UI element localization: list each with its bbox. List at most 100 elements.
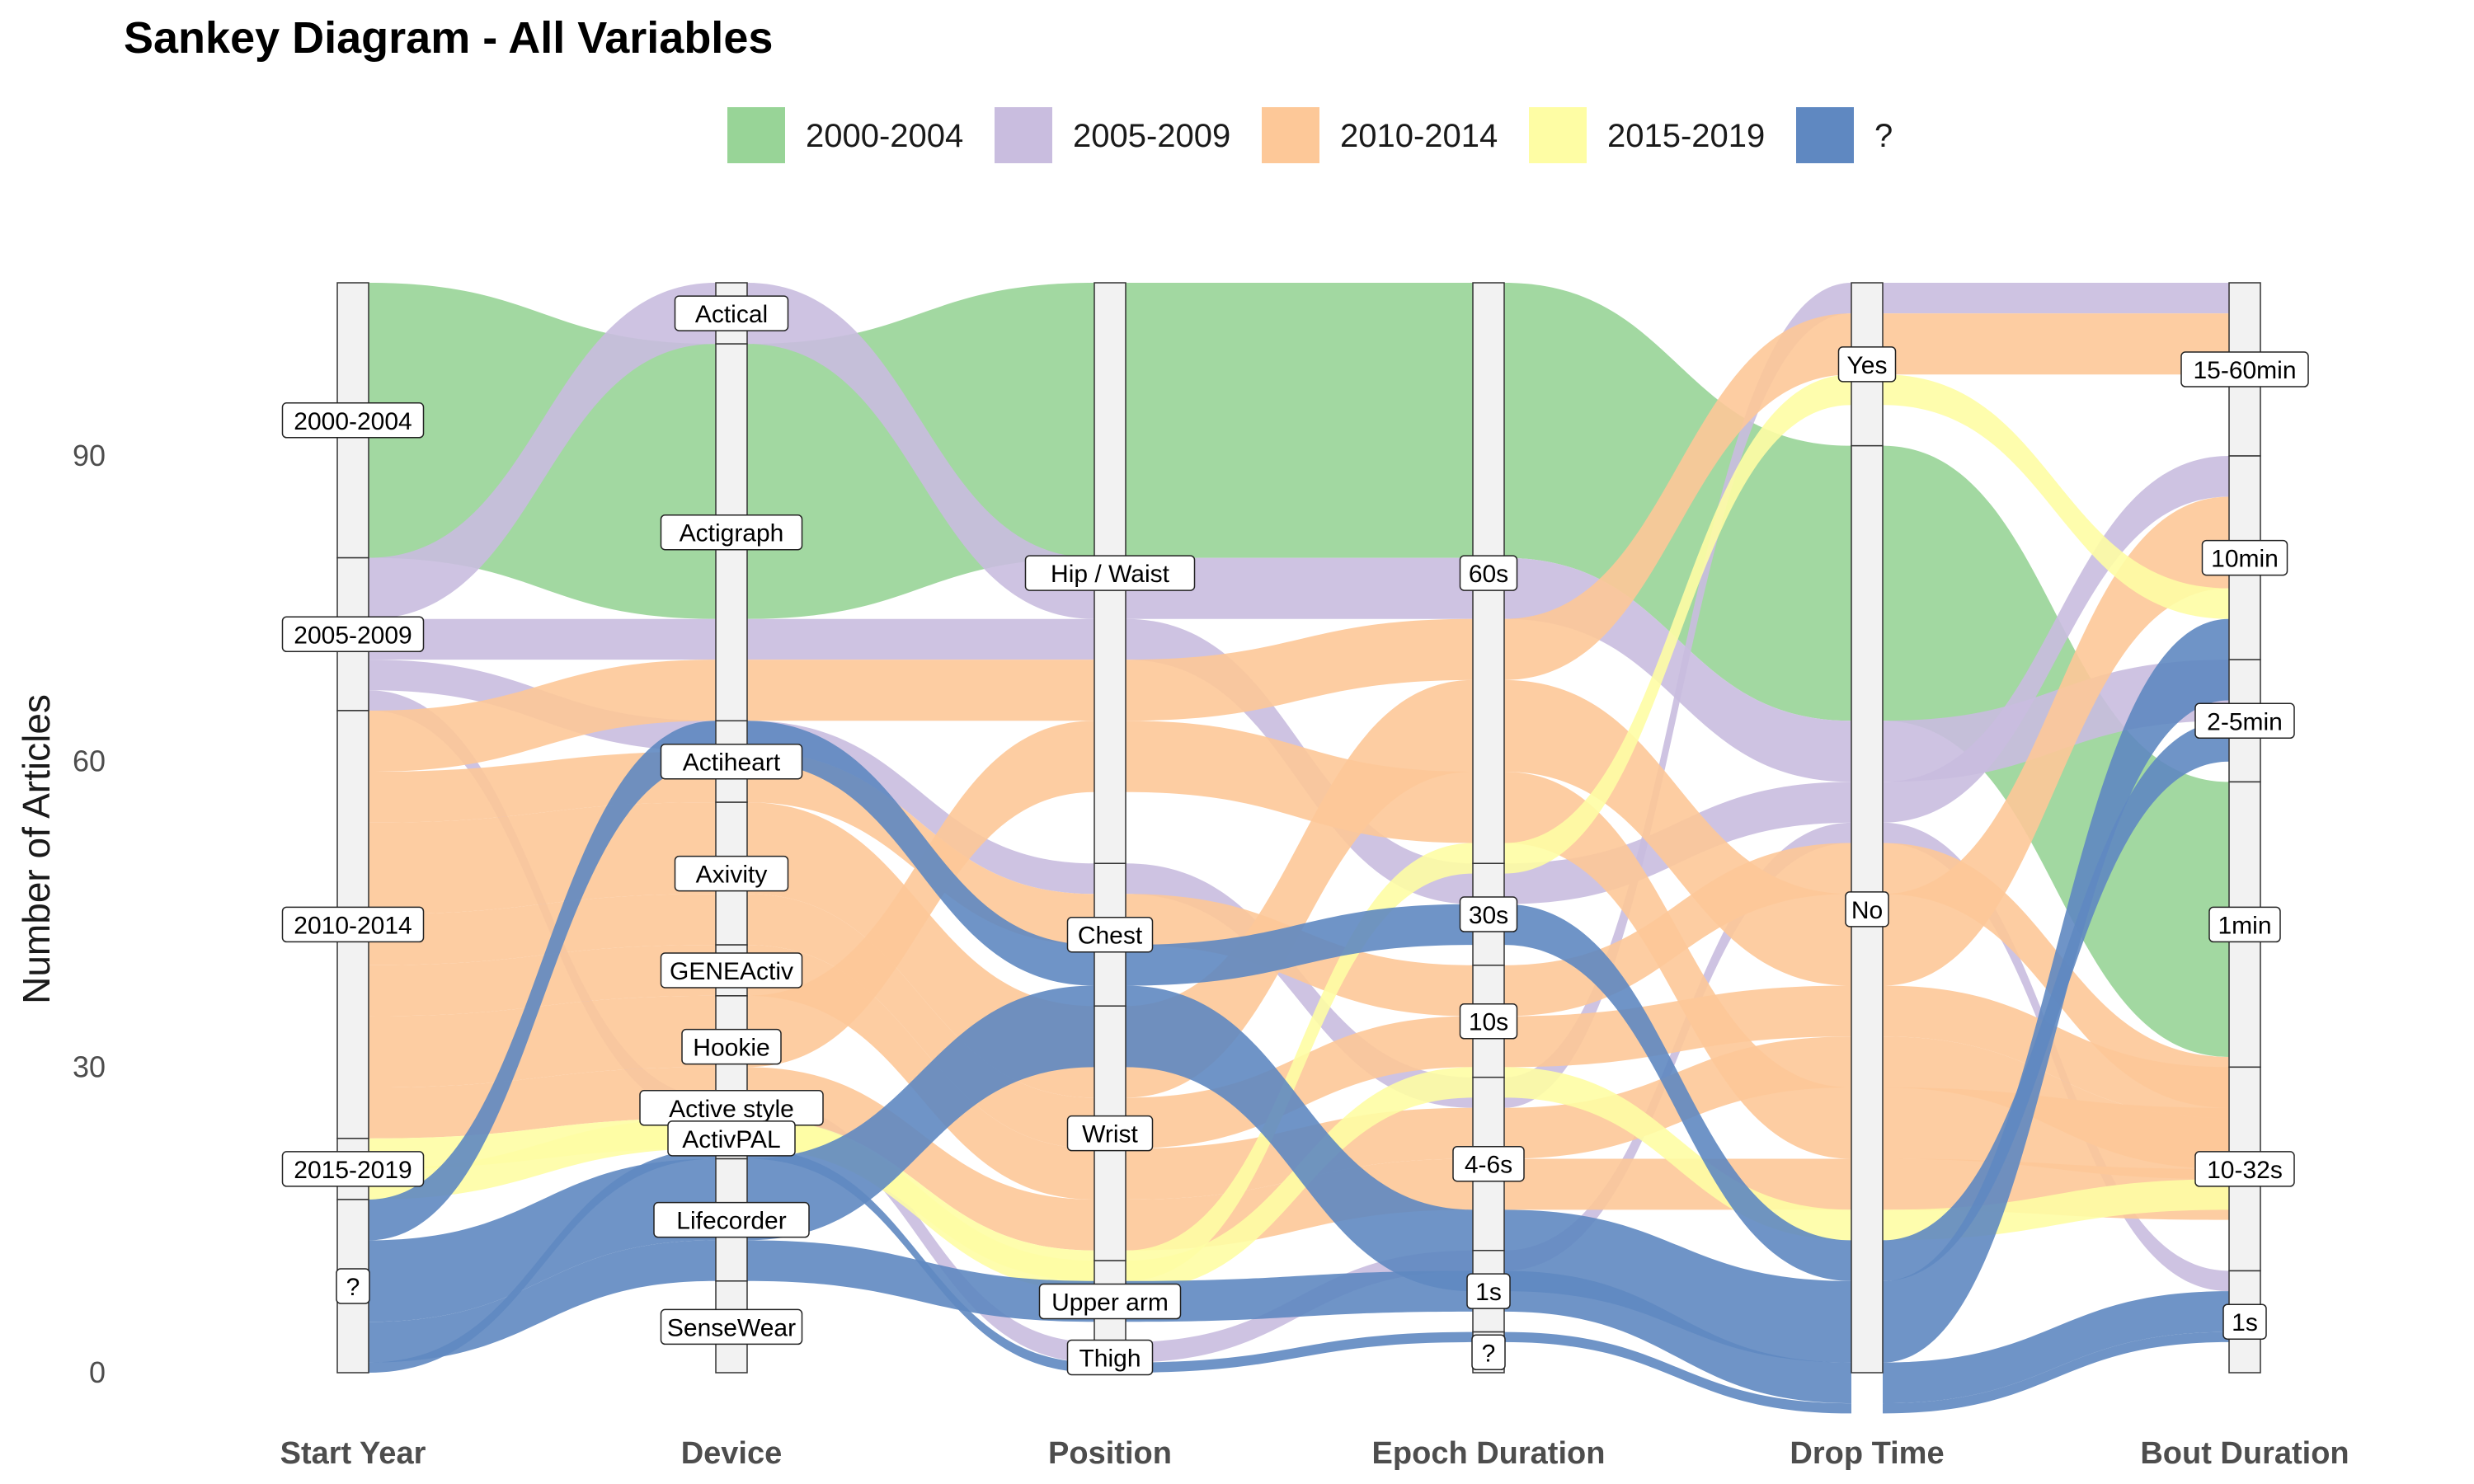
node-label-box-device-sensewear: [660, 1308, 803, 1345]
node-label-box-device-axivity: [674, 855, 789, 892]
node-label-box-bout-duration-1min: [2208, 906, 2281, 943]
flow-2010-2014-11-seg-0: [369, 1067, 716, 1139]
node-label-box-epoch-duration-4-6s: [1452, 1145, 1525, 1182]
axis-label-device: Device: [681, 1436, 783, 1471]
y-tick-0: 0: [89, 1355, 106, 1389]
node-label-box-bout-duration-10min: [2201, 539, 2288, 576]
legend-swatch-unknown: [1796, 107, 1854, 163]
flow-2015-2019-13-seg-2: [1126, 1067, 1473, 1292]
node-label-bout-duration-15-60min: 15-60min: [2193, 357, 2296, 384]
node-label-box-start-year-2010-2014: [281, 906, 425, 943]
node-label-position-wrist: Wrist: [1082, 1121, 1138, 1148]
node-label-box-epoch-duration-30s: [1459, 896, 1518, 932]
node-label-box-position-chest: [1066, 916, 1154, 953]
node-label-device-geneactiv: GENEActiv: [670, 958, 793, 985]
node-label-start-year-unknown: ?: [346, 1274, 360, 1301]
node-label-device-activpal: ActivPAL: [682, 1126, 781, 1153]
y-axis-ticks: 0 30 60 90: [73, 439, 106, 1389]
flow-2010-2014-7-seg-3: [1504, 679, 1851, 986]
node-label-drop-time-yes: Yes: [1847, 352, 1888, 379]
flow-2005-2009-1-seg-0: [369, 283, 716, 619]
flow-unknown-16-seg-1: [747, 1240, 1094, 1322]
node-label-device-lifecorder: Lifecorder: [676, 1208, 786, 1235]
flow-unknown-16-seg-0: [369, 1240, 716, 1363]
node-label-device-sensewear: SenseWear: [667, 1314, 796, 1341]
node-label-start-year-2015-2019: 2015-2019: [294, 1157, 412, 1184]
flow-unknown-15-seg-2: [1126, 985, 1473, 1292]
node-label-box-start-year-2005-2009: [281, 616, 425, 653]
node-label-device-actigraph: Actigraph: [680, 520, 784, 547]
flow-2005-2009-2-seg-4: [1883, 456, 2229, 823]
node-label-box-position-upper-arm: [1038, 1283, 1182, 1320]
node-label-box-position-wrist: [1066, 1115, 1154, 1152]
flow-2010-2014-10-seg-3: [1504, 772, 1851, 1159]
legend-label-unknown: ?: [1874, 118, 1893, 154]
legend-label-2000-2004: 2000-2004: [806, 118, 963, 154]
node-label-box-bout-duration-15-60min: [2180, 351, 2309, 387]
flow-2005-2009-3-seg-2: [1126, 863, 1473, 1108]
node-label-box-device-actigraph: [660, 514, 803, 551]
node-label-device-actical: Actical: [695, 301, 768, 328]
node-label-position-upper-arm: Upper arm: [1051, 1289, 1169, 1317]
node-label-box-position-thigh: [1066, 1339, 1154, 1376]
node-label-device-axivity: Axivity: [696, 862, 768, 889]
y-tick-30: 30: [73, 1050, 106, 1083]
axis-label-drop-time: Drop Time: [1790, 1436, 1944, 1471]
flow-unknown-14-seg-1: [747, 721, 1094, 986]
flow-2005-2009-1-seg-1: [747, 283, 1094, 619]
node-label-box-device-hookie: [681, 1028, 782, 1065]
node-label-box-device-actiheart: [660, 743, 803, 780]
node-label-drop-time-no: No: [1851, 897, 1883, 924]
flow-2005-2009-3-seg-4: [1883, 283, 2229, 314]
flow-unknown-14-seg-2: [1126, 904, 1473, 986]
node-label-box-epoch-duration-unknown: [1471, 1334, 1506, 1371]
flow-2005-2009-2-seg-1: [747, 618, 1094, 660]
y-tick-90: 90: [73, 439, 106, 472]
node-label-position-chest: Chest: [1078, 923, 1143, 950]
legend-label-2005-2009: 2005-2009: [1073, 118, 1230, 154]
flow-2010-2014-8-seg-0: [369, 894, 716, 965]
flow-unknown-17-seg-0: [369, 1148, 716, 1373]
flow-2005-2009-1-seg-2: [1126, 557, 1473, 619]
flow-unknown-16-seg-2: [1126, 1270, 1473, 1322]
node-label-position-hip-waist: Hip / Waist: [1051, 561, 1170, 588]
flow-unknown-14-seg-3: [1504, 904, 1851, 1281]
node-label-box-device-actical: [674, 295, 789, 331]
node-label-box-device-geneactiv: [660, 952, 803, 989]
y-tick-60: 60: [73, 744, 106, 778]
node-label-box-bout-duration-2-5min: [2194, 702, 2295, 740]
node-label-device-hookie: Hookie: [693, 1035, 769, 1062]
axis-label-start-year: Start Year: [280, 1436, 426, 1471]
flow-2010-2014-11-seg-1: [747, 1067, 1094, 1251]
node-label-bout-duration-1s: 1s: [2232, 1309, 2258, 1336]
node-label-start-year-2005-2009: 2005-2009: [294, 622, 412, 649]
axis-label-bout-duration: Bout Duration: [2140, 1436, 2349, 1471]
flow-unknown-14-seg-0: [369, 721, 716, 1241]
flow-unknown-15-seg-0: [369, 1158, 716, 1322]
flow-unknown-17-seg-2: [1126, 1331, 1473, 1373]
node-label-box-start-year-unknown: [336, 1268, 370, 1304]
flow-2005-2009-3-seg-3: [1504, 283, 1851, 1108]
flows: [369, 283, 2229, 1414]
flow-2010-2014-7-seg-4: [1883, 496, 2229, 986]
flow-2010-2014-8-seg-3: [1504, 985, 1851, 1068]
node-label-box-epoch-duration-10s: [1459, 1003, 1518, 1040]
node-label-box-device-activpal: [667, 1120, 796, 1157]
flow-2005-2009-4-seg-1: [747, 1097, 1094, 1363]
node-label-epoch-duration-1s: 1s: [1475, 1279, 1502, 1306]
flow-unknown-16-seg-3: [1504, 1270, 1851, 1404]
flow-unknown-17-seg-3: [1504, 1331, 1851, 1414]
node-label-box-bout-duration-10-32s: [2194, 1151, 2295, 1187]
flow-unknown-15-seg-4: [1883, 618, 2229, 1363]
legend-label-2015-2019: 2015-2019: [1607, 118, 1765, 154]
y-axis-label: Number of Articles: [15, 694, 58, 1004]
legend-swatch-2010-2014: [1262, 107, 1319, 163]
flow-2010-2014-10-seg-0: [369, 995, 716, 1088]
flow-unknown-17-seg-1: [747, 1148, 1094, 1373]
flow-2010-2014-10-seg-4: [1883, 1087, 2229, 1180]
flow-2010-2014-10-seg-1: [747, 721, 1094, 1068]
flow-2015-2019-12-seg-2: [1126, 843, 1473, 1281]
flow-2010-2014-5-seg-0: [369, 660, 716, 773]
node-label-epoch-duration-10s: 10s: [1469, 1009, 1508, 1036]
